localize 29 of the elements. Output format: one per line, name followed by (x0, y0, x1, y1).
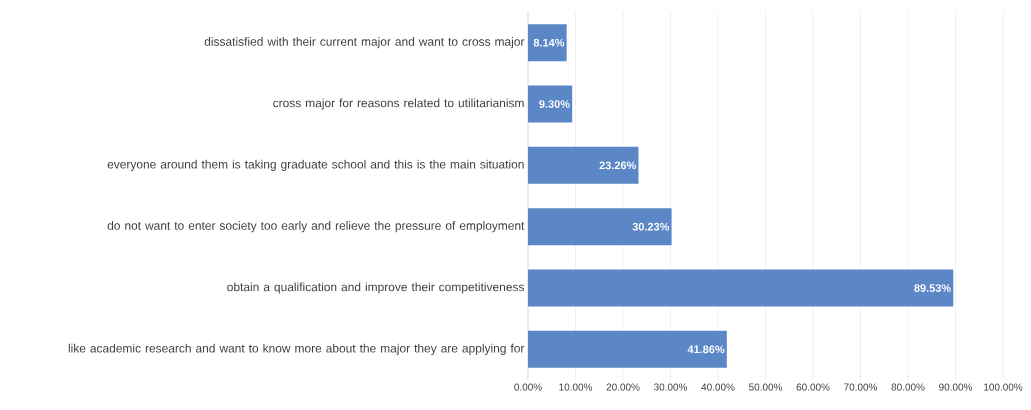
x-tick-label: 40.00% (701, 383, 735, 391)
y-tick-label: everyone around them is taking graduate school and this is the main situation (107, 159, 524, 171)
x-tick-label: 90.00% (939, 383, 973, 391)
x-tick-label: 60.00% (796, 383, 830, 391)
bar (528, 85, 573, 123)
x-tick-label: 100.00% (984, 383, 1023, 391)
x-tick-label: 20.00% (606, 383, 640, 391)
bar (528, 330, 727, 368)
data-label: 30.23% (632, 222, 670, 231)
y-tick-label: like academic research and want to know more about the major they are applying for (68, 343, 525, 355)
y-tick-label: do not want to enter society too early and relieve the pressure of employment (107, 221, 525, 233)
data-label: 89.53% (914, 284, 951, 292)
x-tick-label: 70.00% (844, 383, 878, 391)
bar (528, 208, 672, 246)
x-tick-label: 50.00% (749, 383, 783, 391)
bar (528, 146, 639, 184)
x-tick-label: 80.00% (891, 383, 925, 391)
x-tick-label: 30.00% (653, 383, 688, 391)
bar (528, 269, 954, 307)
data-label: 8.14% (533, 38, 565, 47)
data-label: 23.26% (599, 161, 636, 170)
y-tick-label: obtain a qualification and improve their competitiveness (227, 282, 524, 294)
x-tick-label: 10.00% (559, 383, 593, 391)
y-tick-label: dissatisfied with their current major and want to cross major (204, 37, 525, 49)
data-label: 9.30% (539, 100, 570, 108)
data-label: 41.86% (687, 345, 725, 354)
y-tick-label: cross major for reasons related to utilitarianism (273, 98, 524, 110)
bar (528, 24, 567, 62)
x-tick-label: 0.00% (514, 383, 542, 391)
